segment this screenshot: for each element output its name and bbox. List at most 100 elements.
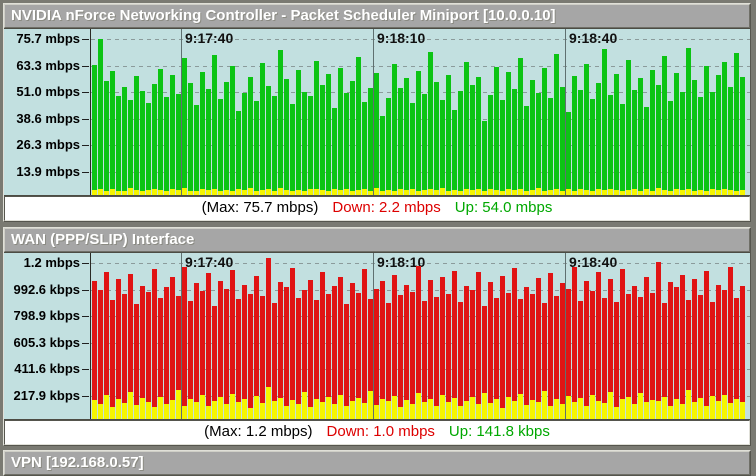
- traffic-bar: [452, 270, 457, 419]
- traffic-bar: [554, 53, 559, 195]
- traffic-bar-secondary: [314, 189, 319, 195]
- traffic-bar: [428, 279, 433, 419]
- up-rate-label: Up: 141.8 kbps: [448, 423, 550, 440]
- traffic-bar: [536, 93, 541, 195]
- traffic-bar-secondary: [614, 407, 619, 419]
- traffic-bar: [266, 86, 271, 195]
- traffic-bar: [284, 78, 289, 195]
- traffic-bar-secondary: [440, 188, 445, 195]
- traffic-bar: [212, 54, 217, 195]
- traffic-bar: [506, 71, 511, 195]
- traffic-bar: [704, 65, 709, 195]
- traffic-bar: [494, 67, 499, 195]
- traffic-bar: [680, 92, 685, 195]
- traffic-bar: [248, 293, 253, 419]
- time-gridline: [373, 253, 374, 419]
- traffic-bar: [572, 76, 577, 195]
- traffic-bar-secondary: [608, 188, 613, 195]
- traffic-bar: [542, 68, 547, 195]
- traffic-bar: [242, 93, 247, 195]
- traffic-bar-secondary: [212, 188, 217, 195]
- traffic-bar-secondary: [602, 403, 607, 419]
- traffic-bar: [350, 81, 355, 195]
- traffic-bar: [536, 278, 541, 419]
- traffic-bar: [584, 63, 589, 195]
- traffic-bar-secondary: [152, 188, 157, 195]
- traffic-bar-secondary: [254, 395, 259, 419]
- traffic-bar-secondary: [344, 406, 349, 419]
- traffic-bar: [116, 95, 121, 195]
- y-axis-label: 51.0 mbps: [16, 84, 80, 99]
- traffic-bar-secondary: [158, 190, 163, 195]
- traffic-bar: [524, 287, 529, 419]
- traffic-bar: [656, 262, 661, 419]
- traffic-bar-secondary: [158, 396, 163, 419]
- traffic-bar-secondary: [638, 393, 643, 419]
- traffic-bar-secondary: [554, 398, 559, 419]
- traffic-bar-secondary: [140, 397, 145, 419]
- traffic-bar: [200, 291, 205, 419]
- traffic-bar: [728, 267, 733, 419]
- traffic-bar-secondary: [266, 189, 271, 195]
- traffic-bar: [578, 90, 583, 195]
- traffic-bar-secondary: [482, 392, 487, 419]
- y-axis-tick: [82, 65, 89, 67]
- traffic-bar-secondary: [434, 405, 439, 419]
- y-axis-tick: [82, 342, 89, 344]
- traffic-bar-secondary: [110, 406, 115, 419]
- panel-title-wan-interface: WAN (PPP/SLIP) Interface: [4, 228, 750, 252]
- traffic-bar-secondary: [284, 190, 289, 195]
- traffic-bar-secondary: [686, 188, 691, 195]
- traffic-bar-secondary: [224, 404, 229, 419]
- down-rate-label: Down: 1.0 mbps: [326, 423, 435, 440]
- traffic-bar-secondary: [656, 401, 661, 419]
- traffic-bar: [380, 280, 385, 419]
- traffic-bar: [224, 288, 229, 419]
- traffic-bar-secondary: [272, 401, 277, 419]
- traffic-bar-secondary: [374, 405, 379, 419]
- y-axis-label: 1.2 mbps: [23, 255, 80, 270]
- traffic-bar-secondary: [470, 190, 475, 195]
- traffic-bar: [278, 50, 283, 195]
- traffic-bar-secondary: [350, 400, 355, 419]
- traffic-bar-secondary: [332, 404, 337, 419]
- traffic-bar: [122, 86, 127, 195]
- traffic-bar: [194, 283, 199, 419]
- traffic-bar-secondary: [476, 404, 481, 419]
- traffic-bar-secondary: [722, 394, 727, 419]
- traffic-bar: [98, 290, 103, 419]
- traffic-bar-secondary: [320, 190, 325, 195]
- traffic-bar-secondary: [410, 188, 415, 195]
- traffic-bar-secondary: [680, 403, 685, 419]
- traffic-bar: [734, 297, 739, 419]
- traffic-bar-secondary: [182, 405, 187, 419]
- traffic-bar-secondary: [518, 393, 523, 419]
- y-axis-label: 26.3 mbps: [16, 137, 80, 152]
- traffic-bar-secondary: [368, 391, 373, 419]
- traffic-bar: [716, 284, 721, 419]
- traffic-bar: [644, 276, 649, 419]
- traffic-bar-secondary: [506, 188, 511, 195]
- traffic-bar: [590, 291, 595, 419]
- traffic-bar: [380, 115, 385, 195]
- traffic-bar: [320, 271, 325, 419]
- traffic-bar-secondary: [218, 190, 223, 195]
- traffic-bar: [152, 83, 157, 195]
- y-axis-tick: [82, 369, 89, 370]
- traffic-bar: [470, 289, 475, 419]
- traffic-bar: [128, 99, 133, 195]
- traffic-bar: [224, 81, 229, 195]
- traffic-bar-secondary: [398, 189, 403, 195]
- traffic-bar: [620, 269, 625, 419]
- traffic-bar: [428, 52, 433, 195]
- gridline: [91, 263, 750, 264]
- traffic-bar-secondary: [632, 404, 637, 419]
- traffic-bar: [206, 89, 211, 195]
- traffic-bar-secondary: [170, 399, 175, 419]
- traffic-bar-secondary: [260, 189, 265, 195]
- traffic-bar-secondary: [248, 188, 253, 195]
- traffic-bar-secondary: [272, 190, 277, 195]
- traffic-bar: [104, 80, 109, 195]
- traffic-bar: [320, 85, 325, 195]
- traffic-bar-secondary: [182, 188, 187, 195]
